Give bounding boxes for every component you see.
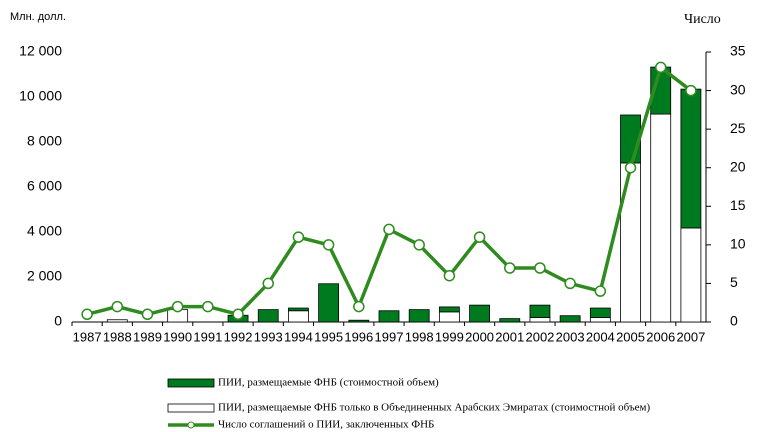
marker — [564, 277, 576, 290]
line — [86, 64, 692, 317]
x-tick-label: 2006 — [646, 329, 675, 344]
x-tick-label: 2007 — [676, 329, 705, 344]
y2-tick-label: 0 — [730, 313, 738, 329]
bar — [529, 317, 551, 323]
x-tick-label: 2000 — [465, 329, 494, 344]
x-tick-label: 2005 — [616, 329, 645, 344]
bar — [680, 227, 702, 323]
bar — [529, 304, 551, 318]
bar — [106, 319, 128, 323]
y-tick-label: 10 000 — [19, 88, 62, 104]
y-tick-label: 0 — [54, 313, 62, 329]
marker — [262, 277, 274, 290]
y-tick-label: 4 000 — [27, 223, 62, 239]
bar — [438, 311, 460, 323]
marker — [81, 308, 93, 321]
x-tick-label: 1993 — [254, 329, 283, 344]
legend-label: ПИИ, размещаемые ФНБ (стоимостной объем) — [218, 377, 439, 389]
marker — [202, 300, 214, 313]
marker — [353, 300, 365, 313]
x-tick-label: 1998 — [405, 329, 434, 344]
y2-axis-title: Число — [684, 12, 721, 27]
bar — [620, 162, 641, 323]
marker — [534, 262, 546, 274]
bar — [589, 307, 611, 318]
marker — [624, 161, 637, 174]
x-tick-label: 1991 — [193, 329, 222, 344]
bar — [469, 304, 490, 323]
x-tick-label: 1989 — [133, 329, 162, 344]
y2-tick-label: 5 — [730, 274, 738, 290]
x-tick-label: 2003 — [556, 329, 585, 344]
y-tick-label: 12 000 — [19, 43, 62, 59]
legend-label: Число соглашений о ПИИ, заключенных ФНБ — [218, 419, 434, 431]
marker — [171, 300, 184, 313]
y2-tick-label: 25 — [730, 120, 746, 136]
y2-tick-label: 30 — [730, 81, 746, 97]
bar — [288, 310, 309, 323]
x-tick-label: 1987 — [73, 329, 102, 344]
legend-swatch — [167, 403, 215, 413]
y2-tick-label: 35 — [730, 43, 746, 59]
x-tick-label: 1988 — [103, 329, 132, 344]
bar — [348, 319, 370, 323]
marker — [443, 269, 456, 282]
x-tick-label: 1992 — [224, 329, 253, 344]
marker — [685, 84, 697, 97]
x-tick-label: 1996 — [344, 329, 373, 344]
legend-swatch — [167, 378, 215, 388]
bar — [318, 283, 340, 323]
bar — [680, 88, 702, 229]
x-tick-label: 2002 — [525, 329, 554, 344]
marker — [654, 61, 667, 74]
marker — [383, 223, 395, 236]
x-tick-label: 1995 — [314, 329, 343, 344]
marker — [594, 285, 607, 297]
y-tick-label: 2 000 — [27, 268, 62, 284]
bar — [499, 318, 521, 323]
y2-tick-label: 15 — [730, 197, 746, 213]
x-tick-label: 2004 — [586, 329, 615, 344]
legend-label: ПИИ, размещаемые ФНБ только в Объединенн… — [218, 402, 650, 414]
marker — [413, 239, 425, 251]
x-tick-label: 2001 — [495, 329, 524, 344]
bar — [589, 317, 611, 323]
marker — [473, 231, 486, 243]
marker — [111, 300, 124, 313]
marker — [322, 239, 335, 251]
x-tick-label: 1990 — [163, 329, 192, 344]
x-tick-label: 1997 — [375, 329, 404, 344]
bar — [438, 306, 460, 313]
y2-tick-label: 20 — [730, 158, 746, 174]
bar — [288, 307, 309, 312]
bar — [559, 315, 581, 323]
marker — [504, 262, 516, 274]
marker — [292, 231, 305, 243]
y2-tick-label: 10 — [730, 236, 746, 252]
x-tick-label: 1999 — [435, 329, 464, 344]
marker — [232, 308, 244, 321]
marker — [141, 308, 154, 321]
y-tick-label: 8 000 — [27, 133, 62, 149]
bar — [408, 309, 430, 323]
bar — [378, 310, 400, 323]
y-tick-label: 6 000 — [27, 178, 62, 194]
bar — [257, 309, 279, 323]
y-axis-title: Млн. долл. — [10, 11, 66, 23]
legend-swatch — [187, 421, 195, 429]
bar — [650, 113, 672, 323]
x-tick-label: 1994 — [284, 329, 313, 344]
